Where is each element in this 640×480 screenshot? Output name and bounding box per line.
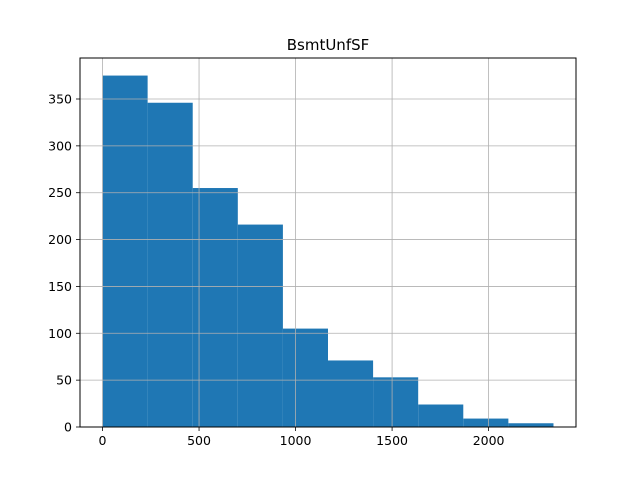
y-tick-label: 100	[48, 326, 72, 341]
y-tick-label: 350	[48, 92, 72, 107]
y-tick-label: 0	[64, 420, 72, 435]
histogram-bar	[147, 102, 193, 428]
x-axis: 0 500 1000 1500 2000	[99, 427, 505, 448]
y-tick-label: 150	[48, 279, 72, 294]
y-tick-label: 50	[56, 373, 72, 388]
histogram-bar	[192, 188, 238, 427]
bars	[102, 75, 554, 428]
histogram-bar	[463, 418, 509, 427]
plot-frame	[79, 57, 577, 428]
y-tick-label: 250	[48, 185, 72, 200]
x-tick-label: 1500	[376, 433, 408, 448]
histogram-bar	[102, 75, 148, 428]
histogram-bar	[508, 423, 554, 427]
chart-title: BsmtUnfSF	[287, 36, 370, 54]
y-tick-label: 300	[48, 138, 72, 153]
x-tick-label: 1000	[280, 433, 312, 448]
histogram-bar	[328, 360, 374, 427]
y-tick-label: 200	[48, 232, 72, 247]
histogram-bar	[282, 328, 328, 427]
histogram-bar	[418, 404, 464, 427]
x-tick-label: 2000	[473, 433, 505, 448]
histogram-bar	[373, 377, 419, 427]
y-axis: 0 50 100 150 200 250 300 350	[48, 92, 80, 435]
x-tick-label: 0	[99, 433, 107, 448]
histogram-bar	[237, 224, 283, 427]
x-tick-label: 500	[187, 433, 211, 448]
